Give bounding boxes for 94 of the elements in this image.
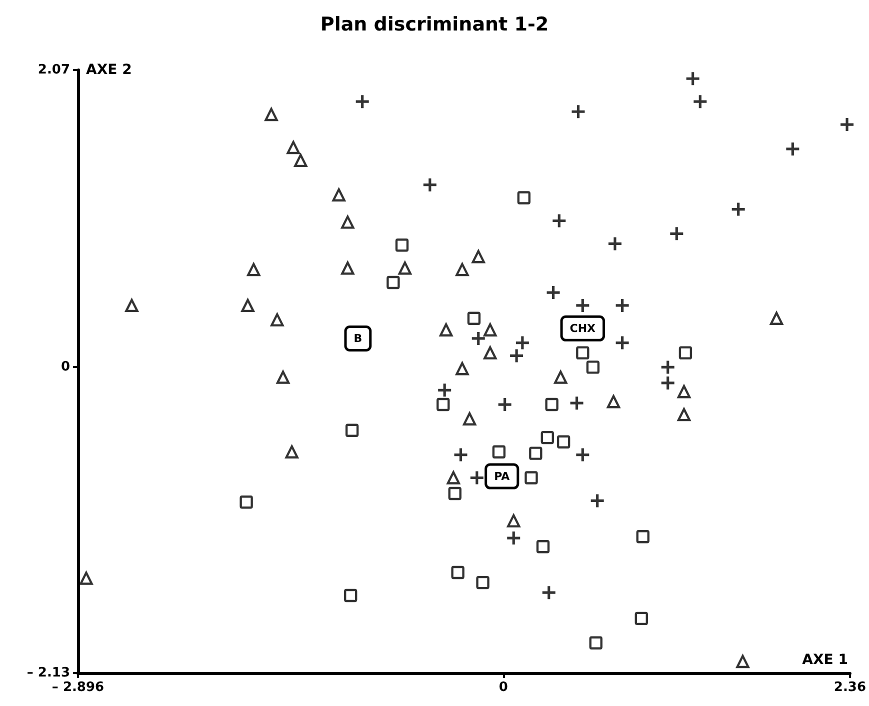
x-axis-title: AXE 1: [802, 652, 848, 668]
point: [545, 398, 558, 412]
point: [286, 140, 300, 154]
y-tick-label: 2.07: [38, 62, 70, 78]
point: [546, 286, 560, 300]
point: [694, 95, 707, 108]
point: [240, 496, 253, 509]
point: [470, 471, 484, 484]
point: [467, 312, 481, 325]
point: [616, 336, 629, 350]
point: [80, 572, 93, 585]
annotation: B: [354, 332, 362, 345]
point: [510, 349, 524, 362]
point: [576, 298, 590, 312]
point: [686, 72, 700, 86]
point: [484, 346, 497, 360]
y-tick-label: 0: [60, 360, 70, 375]
point: [840, 118, 854, 132]
point: [472, 250, 485, 264]
point: [345, 424, 359, 437]
point: [276, 370, 290, 384]
point: [332, 188, 346, 202]
point: [677, 408, 691, 422]
point: [446, 471, 460, 484]
point: [125, 298, 138, 312]
x-tick-label: 0: [498, 680, 508, 695]
point: [670, 227, 684, 240]
annotation: PA: [494, 470, 510, 483]
point: [636, 530, 650, 544]
point: [241, 298, 254, 312]
point: [736, 654, 750, 668]
point: [540, 430, 554, 444]
point: [616, 298, 629, 312]
y-axis-title: AXE 2: [86, 62, 132, 78]
point: [285, 445, 298, 458]
chart-title: Plan discriminant 1-2: [320, 14, 549, 36]
point: [634, 612, 648, 626]
point: [570, 396, 584, 410]
point: [536, 540, 550, 554]
point: [386, 276, 400, 290]
point: [270, 313, 284, 326]
point: [456, 262, 469, 276]
point: [498, 398, 512, 412]
point: [678, 346, 692, 360]
x-tick-label: – 2.896: [52, 680, 104, 695]
point: [529, 446, 542, 460]
point: [516, 336, 529, 350]
point: [472, 332, 485, 345]
annotation: CHX: [570, 322, 596, 335]
point: [436, 398, 450, 412]
point: [770, 312, 784, 325]
point: [356, 95, 369, 108]
point: [476, 576, 490, 590]
point: [451, 566, 464, 580]
point: [552, 214, 566, 228]
point: [341, 262, 354, 275]
point: [341, 216, 354, 229]
point: [786, 142, 800, 156]
x-tick-label: 2.36: [834, 680, 866, 695]
y-tick-label: – 2.13: [26, 666, 70, 680]
point: [517, 191, 531, 204]
point: [344, 588, 358, 602]
point: [554, 370, 568, 384]
point: [264, 108, 278, 122]
point: [448, 486, 462, 500]
point: [608, 237, 622, 250]
point: [395, 238, 409, 252]
point: [423, 178, 436, 192]
point: [247, 262, 260, 276]
point: [661, 376, 674, 390]
point: [661, 360, 674, 374]
point: [542, 586, 556, 600]
point: [606, 395, 620, 408]
point: [439, 323, 453, 336]
point: [677, 385, 691, 398]
point: [462, 412, 476, 426]
point: [492, 445, 506, 458]
point: [507, 514, 520, 528]
point: [398, 262, 412, 275]
point: [556, 435, 570, 448]
point: [590, 494, 604, 508]
point: [454, 448, 468, 462]
point: [572, 105, 585, 118]
point: [576, 346, 590, 360]
point: [507, 532, 520, 545]
point: [438, 384, 452, 397]
point: [456, 362, 469, 376]
point: [732, 202, 745, 216]
point: [484, 323, 497, 336]
point: [294, 154, 308, 168]
point: [589, 636, 602, 650]
point: [524, 471, 538, 484]
point: [586, 360, 600, 374]
point: [576, 448, 590, 462]
